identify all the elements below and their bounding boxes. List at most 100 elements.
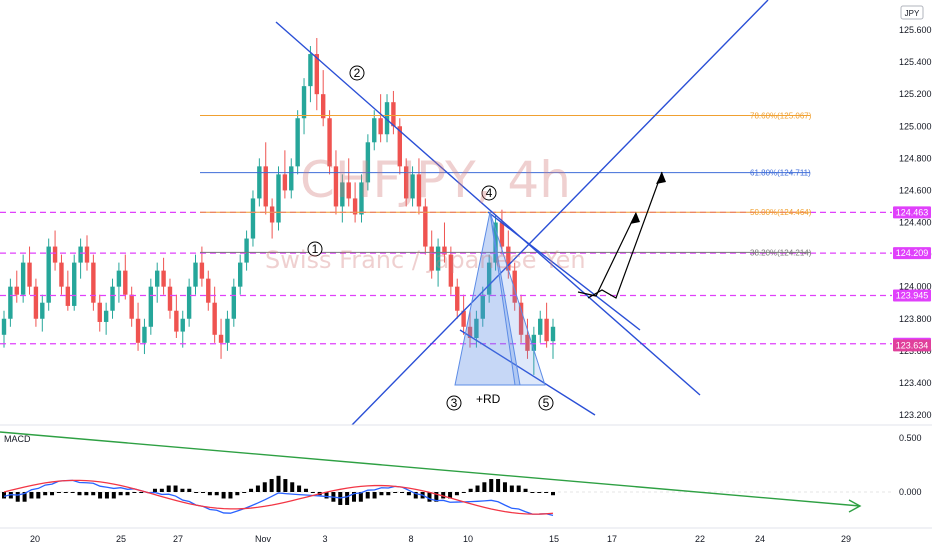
candle <box>486 254 492 303</box>
projection-path-inner[interactable] <box>577 212 637 297</box>
x-tick-label: 24 <box>755 534 765 544</box>
candle <box>544 302 549 348</box>
candle <box>78 238 83 279</box>
y-tick-label: 125.000 <box>899 121 932 131</box>
macd-bar <box>207 492 212 496</box>
macd-bar <box>413 492 418 499</box>
macd-bar <box>441 492 446 499</box>
candle <box>269 198 275 239</box>
macd-bar <box>159 488 164 492</box>
y-tick-label: 125.400 <box>899 57 932 67</box>
macd-bar <box>358 492 363 502</box>
macd-bar <box>242 492 247 493</box>
macd-trendline[interactable] <box>0 431 861 507</box>
macd-bar <box>84 492 89 496</box>
candle <box>455 278 460 319</box>
macd-bar <box>194 492 199 493</box>
macd-bar <box>255 485 260 492</box>
price-axis: 125.600 125.400 125.200 125.000 124.800 124.6… <box>0 25 932 529</box>
macd-bar <box>324 492 329 499</box>
candle <box>129 286 134 327</box>
macd-bar <box>509 485 514 492</box>
macd-bar <box>125 492 130 496</box>
wave-label: 1 <box>307 241 323 257</box>
candle <box>448 246 454 295</box>
candle <box>429 230 434 279</box>
candle <box>250 190 256 247</box>
fib-label: 61.80%(124.711) <box>750 169 811 178</box>
macd-bar <box>166 485 171 492</box>
x-tick-label: 27 <box>173 534 183 544</box>
candle <box>538 310 543 343</box>
trendline[interactable] <box>459 329 596 416</box>
candle <box>206 270 211 311</box>
trendline[interactable] <box>487 211 641 331</box>
macd-bar <box>269 479 274 492</box>
candle <box>333 150 339 215</box>
candle <box>135 302 141 351</box>
candle <box>314 38 320 111</box>
candle <box>91 254 96 311</box>
macd-bar <box>537 492 542 493</box>
macd-bar <box>297 485 302 492</box>
macd-tick-label: 0.500 <box>899 433 922 443</box>
macd-bar <box>523 488 528 492</box>
svg-text:3: 3 <box>451 396 458 410</box>
macd-bar <box>365 492 370 499</box>
candle <box>33 278 39 327</box>
candle <box>244 230 249 271</box>
candle <box>110 278 115 319</box>
x-tick-label: 10 <box>463 534 473 544</box>
candle <box>423 198 428 255</box>
candle <box>84 235 90 271</box>
wave-label: 4 <box>481 185 497 201</box>
trendline[interactable] <box>275 21 701 396</box>
macd-bar <box>276 475 281 492</box>
candle <box>346 158 351 207</box>
wave-label: 3 <box>446 395 462 411</box>
macd-bar <box>351 492 356 502</box>
macd-bar <box>303 488 308 492</box>
macd-tick-label: 0.000 <box>899 487 922 497</box>
candle <box>416 158 422 215</box>
y-tick-label: 124.000 <box>899 282 932 292</box>
candle <box>461 294 466 335</box>
fib-label: 38.20%(124.214) <box>750 248 812 257</box>
candle <box>180 310 185 348</box>
candle <box>372 110 377 151</box>
candle <box>378 94 383 143</box>
candle <box>359 174 364 223</box>
price-tag: 123.945 <box>893 289 931 302</box>
y-tick-label: 125.600 <box>899 25 932 35</box>
candle <box>40 294 45 332</box>
trendline[interactable] <box>351 0 769 426</box>
candle <box>365 134 371 191</box>
candle <box>161 257 166 295</box>
macd-bar <box>386 492 391 496</box>
candle <box>276 166 281 231</box>
symbol-watermark: CHFJPY, 4h <box>300 151 571 209</box>
y-tick-label: 124.800 <box>899 153 932 163</box>
projection-path-outer[interactable] <box>587 171 663 299</box>
candle <box>391 90 396 135</box>
macd-bar <box>551 492 555 496</box>
trendline-drawings[interactable]: 78.60%(125.067) 61.80%(124.711) 50.00%(124… <box>200 0 812 426</box>
macd-bar <box>91 492 96 496</box>
candle <box>308 46 313 103</box>
macd-bar <box>15 492 20 502</box>
macd-bar <box>290 482 295 492</box>
y-tick-label: 124.400 <box>899 218 932 228</box>
x-tick-label: 25 <box>116 534 126 544</box>
macd-bar <box>228 492 233 499</box>
candle <box>301 78 307 135</box>
candle <box>340 174 345 223</box>
x-tick-label: 17 <box>607 534 617 544</box>
candle <box>116 262 122 303</box>
fib-label: 78.60%(125.067) <box>750 112 812 121</box>
macd-bar <box>496 479 501 492</box>
currency-badge[interactable]: JPY <box>900 5 924 20</box>
candle <box>193 254 198 295</box>
y-tick-label: 123.200 <box>899 410 932 420</box>
macd-bar <box>118 492 123 496</box>
